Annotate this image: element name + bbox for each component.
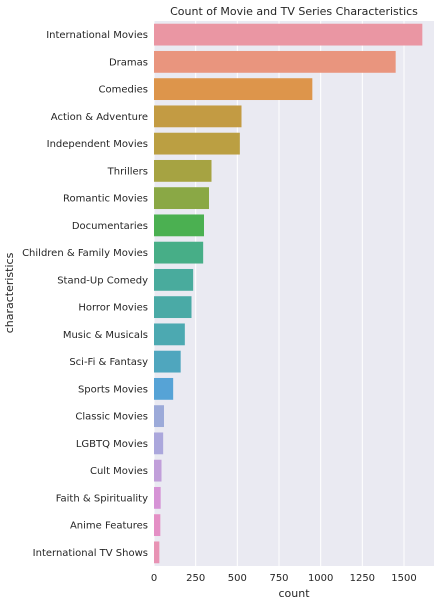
x-tick-labels: 0 250 500 750 1000 1250 1500 [151, 573, 417, 584]
x-tick-label: 750 [269, 573, 288, 584]
x-tick-label: 1250 [350, 573, 375, 584]
bar [154, 23, 423, 46]
x-tick-label: 1500 [391, 573, 416, 584]
bar [154, 241, 204, 264]
x-tick-label: 1000 [308, 573, 333, 584]
y-tick-label: Action & Adventure [51, 112, 148, 123]
y-tick-label: Sci-Fi & Fantasy [69, 357, 148, 368]
bar [154, 432, 164, 455]
y-axis-title: characteristics [3, 252, 16, 333]
bar [154, 541, 160, 564]
bar [154, 323, 185, 346]
y-tick-label: Documentaries [72, 221, 148, 232]
y-tick-label: International Movies [46, 30, 148, 41]
y-tick-label: Faith & Spirituality [56, 493, 148, 504]
y-tick-label: Dramas [109, 57, 148, 68]
y-tick-label: Horror Movies [78, 303, 148, 314]
y-tick-label: Thrillers [107, 166, 148, 177]
chart-title: Count of Movie and TV Series Characteris… [170, 5, 418, 18]
y-tick-label: LGBTQ Movies [76, 439, 148, 450]
x-tick-label: 250 [186, 573, 205, 584]
y-tick-label: Sports Movies [78, 384, 148, 395]
bar [154, 159, 212, 182]
y-tick-label: Cult Movies [90, 466, 148, 477]
y-tick-label: Classic Movies [75, 412, 148, 423]
y-tick-labels: International Movies Dramas Comedies Action… [22, 30, 148, 559]
y-tick-label: Comedies [99, 85, 148, 96]
bar [154, 405, 164, 428]
bar [154, 486, 161, 509]
bar [154, 50, 396, 73]
bar [154, 187, 209, 210]
bar [154, 268, 194, 291]
bar [154, 78, 313, 101]
bar [154, 459, 162, 482]
bar [154, 214, 204, 237]
y-tick-label: Children & Family Movies [22, 248, 148, 259]
bar [154, 514, 161, 537]
x-axis-title: count [278, 587, 310, 600]
y-tick-label: Stand-Up Comedy [57, 275, 148, 286]
bars [154, 23, 423, 564]
y-tick-label: Anime Features [70, 521, 148, 532]
bar [154, 350, 181, 373]
y-tick-label: International TV Shows [33, 548, 148, 559]
bar [154, 377, 174, 400]
x-tick-label: 0 [151, 573, 157, 584]
y-tick-label: Music & Musicals [63, 330, 148, 341]
bar [154, 296, 192, 319]
y-tick-label: Independent Movies [47, 139, 148, 150]
bar [154, 132, 240, 155]
bar [154, 105, 242, 128]
x-tick-label: 500 [228, 573, 247, 584]
y-tick-label: Romantic Movies [63, 194, 148, 205]
